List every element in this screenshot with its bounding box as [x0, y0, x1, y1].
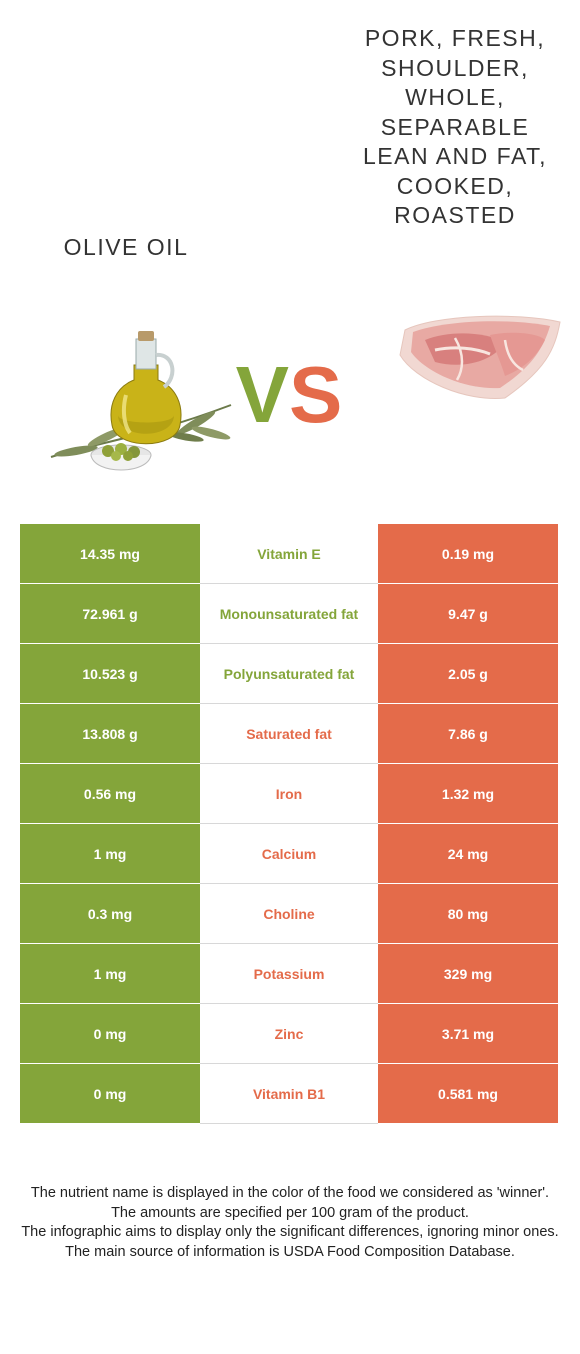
table-row: 14.35 mg Vitamin E 0.19 mg	[20, 524, 558, 584]
left-value: 1 mg	[20, 943, 200, 1004]
right-value: 329 mg	[378, 943, 558, 1004]
pork-image	[399, 315, 561, 399]
right-value: 24 mg	[378, 823, 558, 884]
right-value: 0.581 mg	[378, 1063, 558, 1124]
footer-notes: The nutrient name is displayed in the co…	[10, 1184, 570, 1262]
nutrient-name: Vitamin E	[200, 524, 378, 584]
left-value: 0 mg	[20, 1063, 200, 1124]
left-value: 0 mg	[20, 1003, 200, 1064]
nutrient-name: Calcium	[200, 823, 378, 884]
table-row: 72.961 g Monounsaturated fat 9.47 g	[20, 583, 558, 644]
table-row: 1 mg Calcium 24 mg	[20, 823, 558, 884]
nutrient-name: Choline	[200, 883, 378, 944]
left-value: 72.961 g	[20, 583, 200, 644]
footer-line: The amounts are specified per 100 gram o…	[111, 1204, 469, 1221]
right-value: 9.47 g	[378, 583, 558, 644]
nutrient-name: Vitamin B1	[200, 1063, 378, 1124]
nutrient-name: Saturated fat	[200, 703, 378, 764]
vs-s: S	[289, 350, 343, 439]
nutrient-name: Iron	[200, 763, 378, 824]
table-row: 13.808 g Saturated fat 7.86 g	[20, 703, 558, 764]
table-row: 0.56 mg Iron 1.32 mg	[20, 763, 558, 824]
left-value: 14.35 mg	[20, 524, 200, 584]
table-row: 10.523 g Polyunsaturated fat 2.05 g	[20, 643, 558, 704]
table-row: 1 mg Potassium 329 mg	[20, 943, 558, 1004]
table-row: 0 mg Vitamin B1 0.581 mg	[20, 1063, 558, 1124]
nutrient-name: Zinc	[200, 1003, 378, 1064]
left-value: 13.808 g	[20, 703, 200, 764]
right-food-title: Pork, fresh, shoulder, whole, separable …	[363, 25, 547, 228]
footer-line: The nutrient name is displayed in the co…	[30, 1185, 550, 1201]
right-value: 2.05 g	[378, 643, 558, 704]
right-value: 3.71 mg	[378, 1003, 558, 1064]
right-value: 0.19 mg	[378, 524, 558, 584]
right-value: 80 mg	[378, 883, 558, 944]
vs-label: VS	[224, 350, 354, 440]
nutrient-name: Monounsaturated fat	[200, 583, 378, 644]
vs-v: V	[235, 350, 289, 439]
right-value: 7.86 g	[378, 703, 558, 764]
left-food-title: Olive oil	[63, 234, 189, 260]
left-value: 1 mg	[20, 823, 200, 884]
left-value: 0.56 mg	[20, 763, 200, 824]
left-value: 0.3 mg	[20, 883, 200, 944]
nutrient-name: Potassium	[200, 943, 378, 1004]
nutrient-comparison-table: 14.35 mg Vitamin E 0.19 mg 72.961 g Monounsa…	[20, 524, 558, 1124]
table-row: 0 mg Zinc 3.71 mg	[20, 1003, 558, 1064]
footer-line: The main source of information is USDA F…	[65, 1243, 515, 1260]
left-value: 10.523 g	[20, 643, 200, 704]
right-value: 1.32 mg	[378, 763, 558, 824]
footer-line: The infographic aims to display only the…	[21, 1224, 559, 1240]
olive-oil-image	[50, 331, 232, 471]
table-row: 0.3 mg Choline 80 mg	[20, 883, 558, 944]
nutrient-name: Polyunsaturated fat	[200, 643, 378, 704]
